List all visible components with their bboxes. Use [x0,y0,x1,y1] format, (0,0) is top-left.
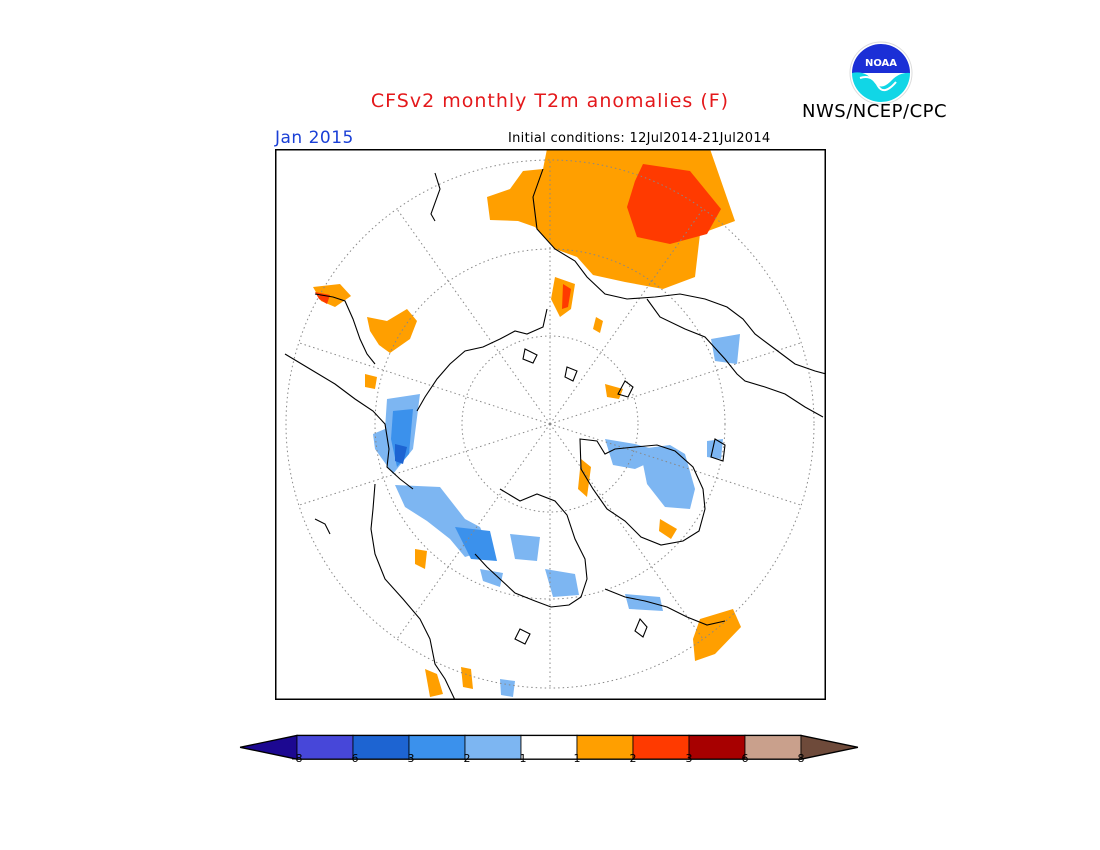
colorbar-tick-label: -6 [347,752,359,765]
anomaly-shading [313,149,741,697]
colorbar-tick-label: 6 [741,752,749,765]
colorbar-tick-label: -2 [459,752,471,765]
colorbar-tick-label: -8 [291,752,303,765]
valid-month-label: Jan 2015 [275,128,354,148]
colorbar-tick-label: 8 [797,752,805,765]
colorbar-tick-label: 3 [685,752,693,765]
strong-warm-anomaly-siberia [627,164,721,244]
colorbar-bin [800,734,859,760]
noaa-logo-text: NOAA [865,58,897,69]
initial-conditions-label: Initial conditions: 12Jul2014-21Jul2014 [508,131,771,146]
colorbar-tick-label: 1 [573,752,581,765]
map-title: CFSv2 monthly T2m anomalies (F) [370,90,730,112]
map-frame [275,149,826,700]
polar-anomaly-map [275,149,826,700]
graticule [285,159,815,689]
colorbar [239,734,859,760]
agency-label: NWS/NCEP/CPC [802,101,948,122]
noaa-logo-icon: NOAA [849,41,913,105]
colorbar-tick-label: -1 [515,752,527,765]
coastlines [284,168,826,700]
colorbar-tick-label: 2 [629,752,637,765]
colorbar-tick-label: -3 [403,752,415,765]
cool-anomaly-greenland [640,445,695,509]
